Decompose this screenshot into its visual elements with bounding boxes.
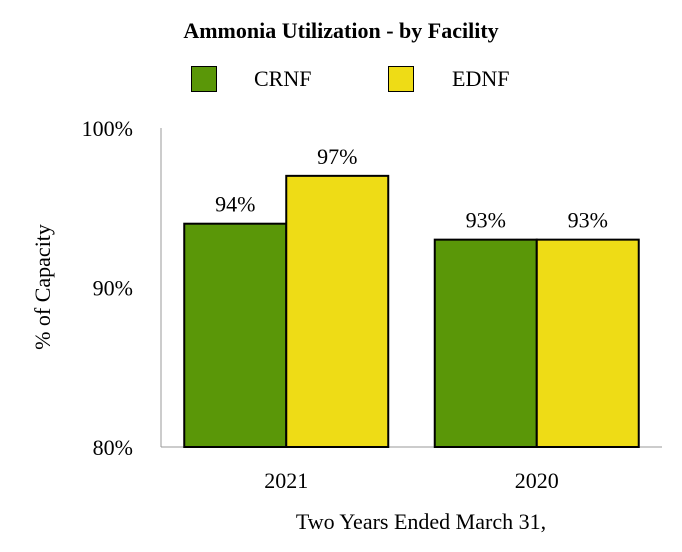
x-tick-label: 2020 xyxy=(515,468,559,493)
y-tick-label: 100% xyxy=(82,116,133,141)
data-label-ednf-2021: 97% xyxy=(317,144,357,169)
bar-crnf-2020 xyxy=(433,238,538,448)
y-tick-label: 90% xyxy=(93,276,133,301)
y-tick-label: 80% xyxy=(93,435,133,460)
x-axis-label: Two Years Ended March 31, xyxy=(296,509,546,534)
data-label-crnf-2020: 93% xyxy=(466,208,506,233)
legend-label-ednf: EDNF xyxy=(452,66,510,91)
bar-crnf-2021 xyxy=(183,222,288,448)
data-label-crnf-2021: 94% xyxy=(215,192,255,217)
data-label-ednf-2020: 93% xyxy=(568,208,608,233)
chart-title: Ammonia Utilization - by Facility xyxy=(183,18,499,43)
legend-label-crnf: CRNF xyxy=(254,66,312,91)
bar-ednf-2020 xyxy=(535,238,640,448)
bar-ednf-2021 xyxy=(285,174,390,448)
x-tick-label: 2021 xyxy=(264,468,308,493)
legend-swatch-crnf xyxy=(191,66,217,92)
legend-swatch-ednf xyxy=(388,66,414,92)
y-axis-label: % of Capacity xyxy=(30,224,55,350)
